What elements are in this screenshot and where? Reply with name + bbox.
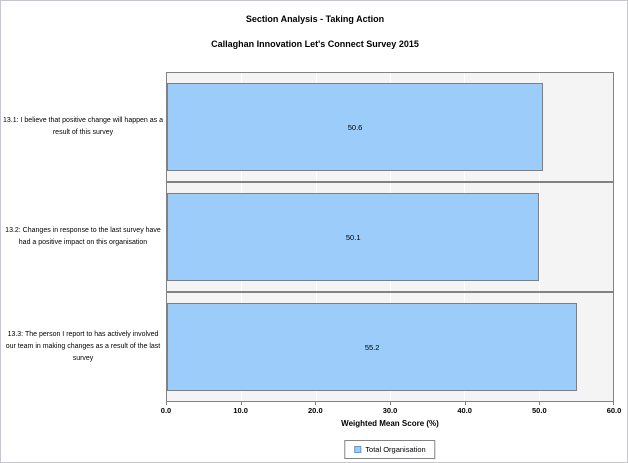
category-label: 13.1: I believe that positive change wil… [3,117,163,136]
x-tick-label: 50.0 [532,406,547,415]
chart-title: Section Analysis - Taking Action [245,14,385,24]
category-label: 13.2: Changes in response to the last su… [5,227,161,246]
x-tick-label: 0.0 [160,406,172,415]
tick-mark [390,402,391,405]
x-tick-label: 20.0 [308,406,323,415]
panel-row: 50.1 [166,182,614,292]
bar-value-label: 50.6 [347,122,363,132]
tick-mark [240,402,242,405]
chart-subtitle: Callaghan Innovation Let's Connect Surve… [211,39,419,49]
category-label: 13.3: The person I report to has activel… [5,331,161,362]
tick-mark [464,402,466,405]
legend-swatch-icon [354,446,362,453]
panel-row: 50.6 [166,72,614,182]
bar: 55.2 [167,303,578,391]
tick-mark [166,402,167,405]
bar: 50.6 [167,83,544,171]
legend: Total Organisation [344,440,436,459]
tick-mark [539,402,541,405]
tick-mark [613,402,614,405]
panel-row: 55.2 [166,292,614,402]
x-tick-label: 10.0 [233,406,248,415]
tick-mark [315,402,317,405]
bar-value-label: 55.2 [364,342,380,352]
x-axis-title: Weighted Mean Score (%) [341,419,439,428]
x-tick-label: 40.0 [457,406,472,415]
x-tick-label: 60.0 [606,406,622,415]
x-axis: 0.0 10.0 20.0 30.0 40.0 50.0 60.0 [161,402,621,416]
bar: 50.1 [167,193,540,281]
x-tick-label: 30.0 [382,406,398,415]
legend-label: Total Organisation [365,445,426,454]
bar-value-label: 50.1 [345,232,361,242]
